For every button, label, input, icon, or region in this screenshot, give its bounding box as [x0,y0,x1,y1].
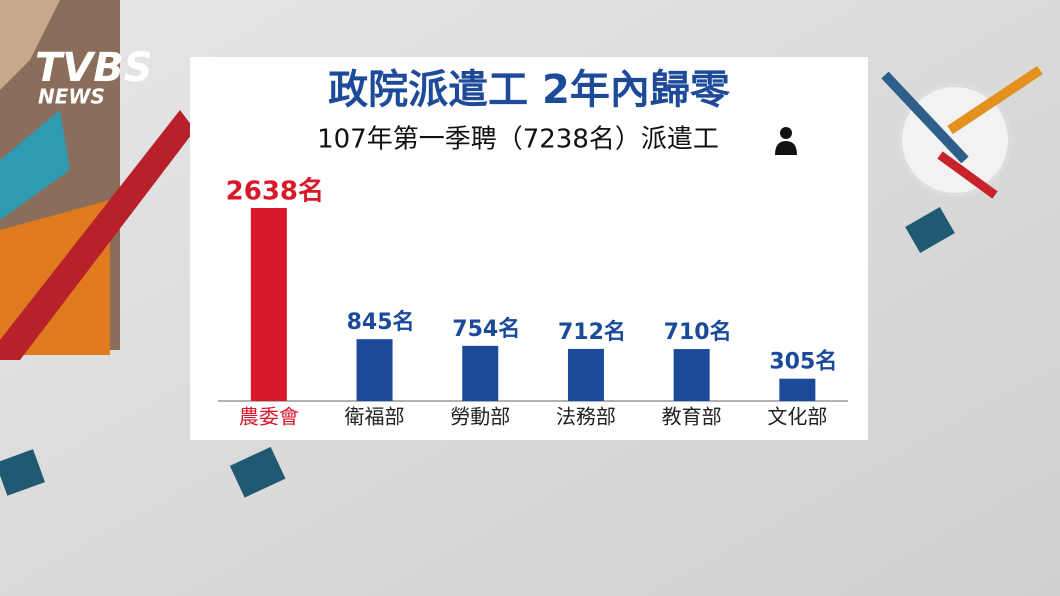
chart-title: 政院派遣工 2年內歸零 [328,67,731,113]
value-label: 2638名 [226,176,324,207]
x-tick-label: 農委會 [239,405,299,429]
person-icon [775,127,797,155]
bar [462,345,499,401]
bar [250,208,287,401]
x-tick-label: 法務部 [556,405,616,429]
bar [356,339,393,401]
x-tick-label: 勞動部 [450,405,510,429]
bar [673,349,710,401]
logo-sub: NEWS [38,85,105,109]
value-label: 845名 [347,309,415,335]
decoration-books [0,0,195,360]
bar [779,378,816,401]
bar [567,348,604,401]
decoration-clips [0,207,955,498]
logo-brand: TVBS [35,45,153,91]
value-label: 712名 [558,319,626,345]
chart-subtitle: 107年第一季聘（7238名）派遣工 [317,125,719,155]
x-tick-label: 文化部 [767,405,827,429]
value-label: 710名 [664,319,732,345]
value-label: 305名 [769,349,837,375]
logo: TVBS NEWS [35,45,153,109]
value-label: 754名 [452,316,520,342]
x-tick-label: 衛福部 [345,405,405,429]
x-tick-label: 教育部 [662,405,722,429]
decoration-cup [881,65,1043,199]
panel [190,57,868,440]
